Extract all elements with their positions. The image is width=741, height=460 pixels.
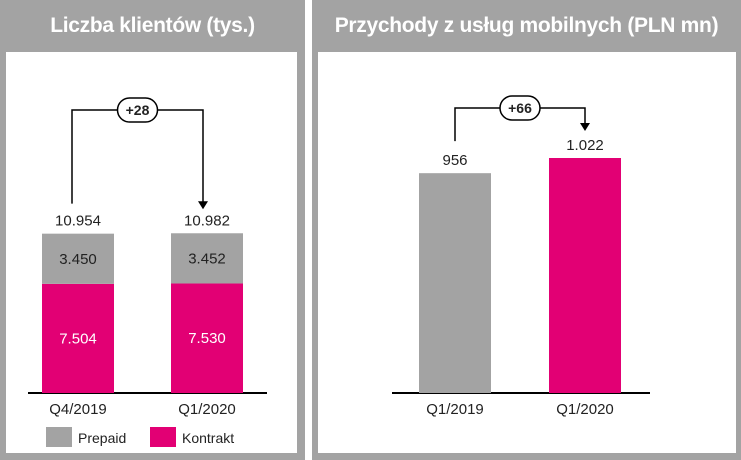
customers-chart-title: Liczba klientów (tys.) [50,14,255,37]
customers-delta-connector [71,109,204,204]
revenue-delta-badge [499,95,541,121]
prepaid-value-label: 3.450 [59,251,97,268]
x-tick-label: Q1/2019 [426,401,484,418]
kontrakt-value-label: 7.530 [188,330,226,347]
revenue-value-label: 1.022 [566,137,604,154]
customers-delta-label: +28 [126,102,150,118]
x-tick-label: Q1/2020 [178,401,236,418]
prepaid-bar-0 [42,233,114,284]
legend-prepaid-swatch [46,427,72,447]
x-tick-label: Q4/2019 [49,401,107,418]
revenue-delta-arrowhead [580,123,590,131]
x-tick-label: Q1/2020 [556,401,614,418]
customers-delta-arrowhead [198,201,208,210]
revenue-bar-1 [549,158,621,393]
prepaid-bar-1 [171,233,243,284]
total-value-label: 10.954 [55,213,101,230]
legend-prepaid-label: Prepaid [78,430,126,446]
revenue-bar-0 [419,173,491,393]
kontrakt-bar-1 [171,283,243,393]
revenue-value-label: 956 [442,152,467,169]
legend-kontrakt-label: Kontrakt [182,430,234,446]
customers-delta-badge [116,97,159,123]
revenue-chart-title: Przychody z usług mobilnych (PLN mn) [334,14,719,37]
prepaid-value-label: 3.452 [188,250,226,267]
legend-kontrakt-swatch [150,427,176,447]
kontrakt-value-label: 7.504 [59,330,97,347]
kontrakt-bar-0 [42,283,114,393]
total-value-label: 10.982 [184,212,230,229]
revenue-delta-label: +66 [508,100,532,116]
